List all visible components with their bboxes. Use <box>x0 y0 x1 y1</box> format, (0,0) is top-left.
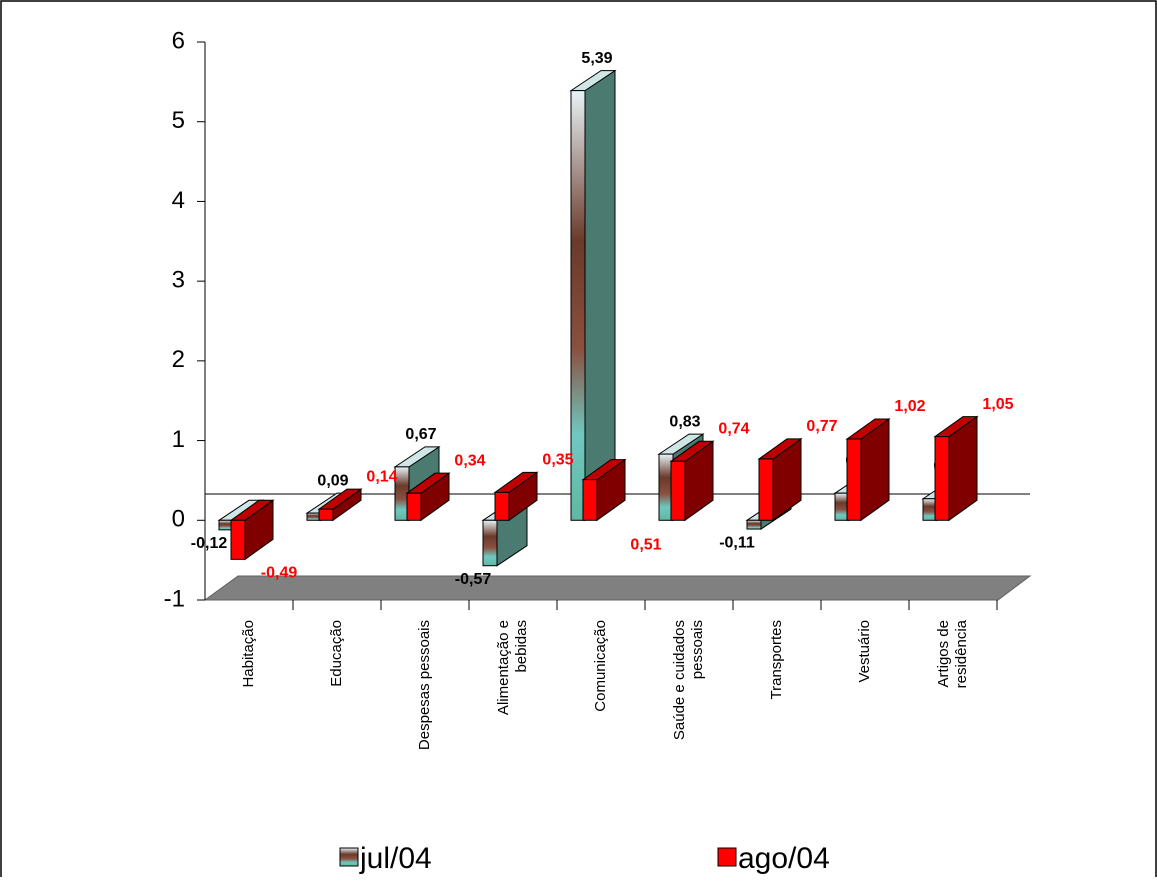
y-tick-label: -1 <box>164 585 185 612</box>
x-tick-label: Vestuário <box>856 620 873 683</box>
x-tick-label: Educação <box>328 620 345 687</box>
legend-label: ago/04 <box>738 842 830 875</box>
x-tick-label: Transportes <box>768 620 785 699</box>
value-label: 0,74 <box>718 421 749 438</box>
y-tick-label: 0 <box>172 506 185 533</box>
bar <box>759 439 801 520</box>
x-tick-label: Saúde e cuidadospessoais <box>671 620 706 740</box>
y-tick-label: 5 <box>172 107 185 134</box>
bar-face <box>935 437 949 521</box>
bar <box>571 71 615 521</box>
y-tick-label: 1 <box>172 426 185 453</box>
bar-face <box>483 520 497 565</box>
value-label: 0,35 <box>542 452 573 469</box>
bar-face <box>847 439 861 520</box>
x-tick-label: Artigos deresidência <box>935 619 970 688</box>
legend-swatch <box>718 848 736 866</box>
y-tick-label: 6 <box>172 27 185 54</box>
bar <box>847 419 889 520</box>
legend-swatch <box>340 848 358 866</box>
chart: -1 0 1 2 3 4 5 6 Habitação Educação Despesas pesso… <box>0 0 1157 877</box>
value-label: 1,02 <box>894 398 925 415</box>
x-tick-label: Despesas pessoais <box>416 620 433 750</box>
legend-label: jul/04 <box>359 842 432 875</box>
bar-face <box>407 493 421 520</box>
value-label: -0,49 <box>261 565 298 582</box>
bar-face <box>671 461 685 520</box>
bar <box>495 472 537 520</box>
bar-face <box>231 520 245 559</box>
y-tick-label: 4 <box>172 187 185 214</box>
value-label: 0,51 <box>630 537 661 554</box>
value-label: 5,39 <box>581 50 612 67</box>
x-tick-label: Habitação <box>240 620 257 688</box>
bar-face <box>747 520 761 529</box>
bar-face <box>319 509 333 520</box>
value-label: 0,77 <box>806 418 837 435</box>
value-label: -0,12 <box>191 535 228 552</box>
value-label: 0,83 <box>669 413 700 430</box>
value-label: -0,57 <box>455 571 492 588</box>
x-tick-label: Comunicação <box>592 620 609 712</box>
value-label: 0,09 <box>317 472 348 489</box>
value-label: 0,14 <box>366 468 397 485</box>
x-tick-label: Alimentação ebebidas <box>495 620 530 715</box>
bar-face <box>583 480 597 521</box>
value-label: 1,05 <box>982 396 1013 413</box>
value-label: -0,11 <box>719 534 755 551</box>
floor <box>205 576 1030 600</box>
y-tick-label: 3 <box>172 266 185 293</box>
bar-face <box>759 459 773 520</box>
value-label: 0,67 <box>405 426 436 443</box>
bar <box>935 417 977 521</box>
bar-face <box>585 71 615 521</box>
value-label: 0,34 <box>454 452 485 469</box>
bar-face <box>495 492 509 520</box>
y-tick-label: 2 <box>172 346 185 373</box>
